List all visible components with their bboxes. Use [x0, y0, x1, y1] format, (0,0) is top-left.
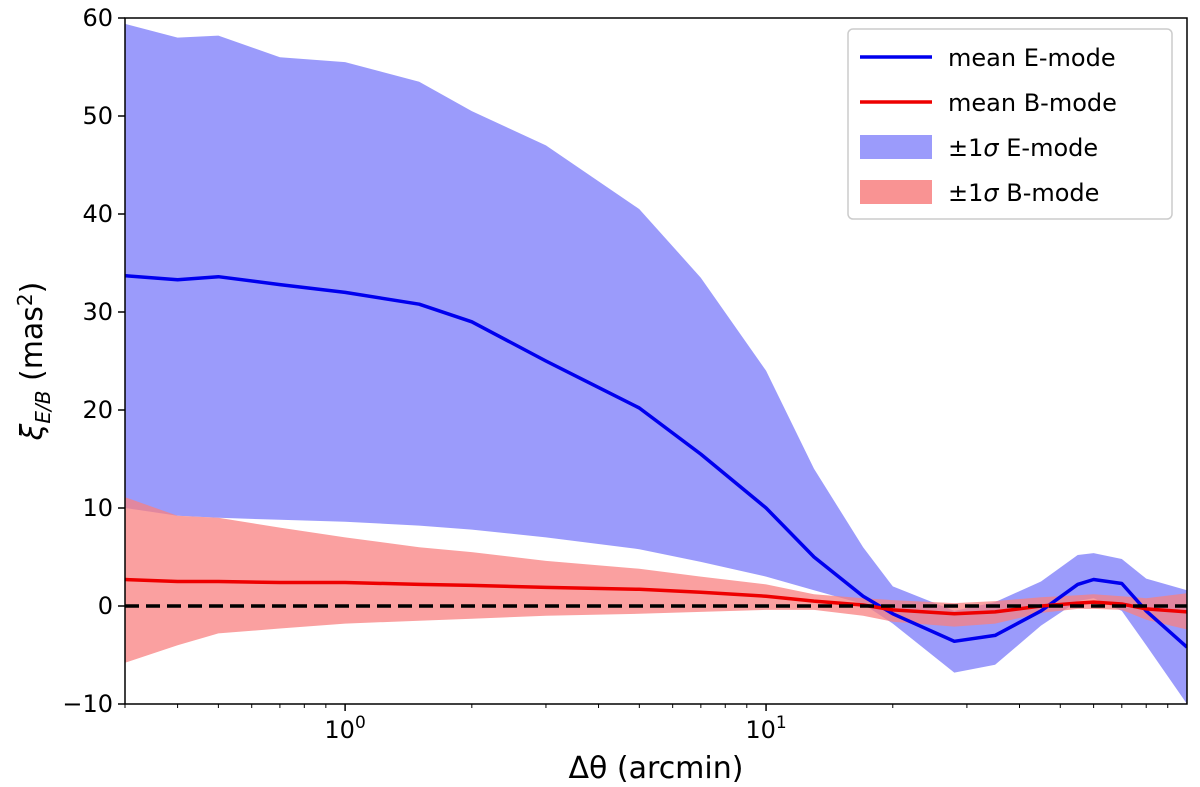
y-tick-label: 20 [82, 396, 113, 424]
y-tick-label: 0 [98, 592, 113, 620]
legend-label-mean-b-mode: mean B-mode [948, 89, 1117, 117]
line-mean-e-mode [125, 273, 1187, 649]
legend-box [847, 28, 1173, 220]
legend: mean E-mode mean B-mode ±1σ E-mode ±1σ B-mo… [847, 28, 1173, 220]
legend-label-b-mode: ±1σ B-mode [948, 179, 1099, 207]
y-tick-label: 50 [82, 102, 113, 130]
y-tick-label: 30 [82, 298, 113, 326]
y-tick-label: 40 [82, 200, 113, 228]
x-axis-title: Δθ (arcmin) [569, 751, 744, 786]
y-tick-label: 60 [82, 4, 113, 32]
y-tick-label: 10 [82, 494, 113, 522]
x-tick-label: 101 [745, 713, 786, 744]
plot-area [125, 23, 1187, 704]
legend-label-mean-e-mode: mean E-mode [948, 44, 1116, 72]
axes-frame [124, 17, 1188, 705]
y-tick-label: −10 [62, 690, 113, 718]
y-axis-title: ξE/B (mas2) [13, 282, 55, 442]
band-b-mode [125, 497, 1187, 663]
legend-label-e-mode: ±1σ E-mode [948, 134, 1098, 162]
x-tick-label: 100 [324, 713, 365, 744]
band-e-mode [125, 23, 1187, 704]
line-mean-b-mode [125, 577, 1187, 616]
legend-swatch-e-mode [860, 135, 932, 159]
legend-swatch-b-mode [860, 180, 932, 204]
